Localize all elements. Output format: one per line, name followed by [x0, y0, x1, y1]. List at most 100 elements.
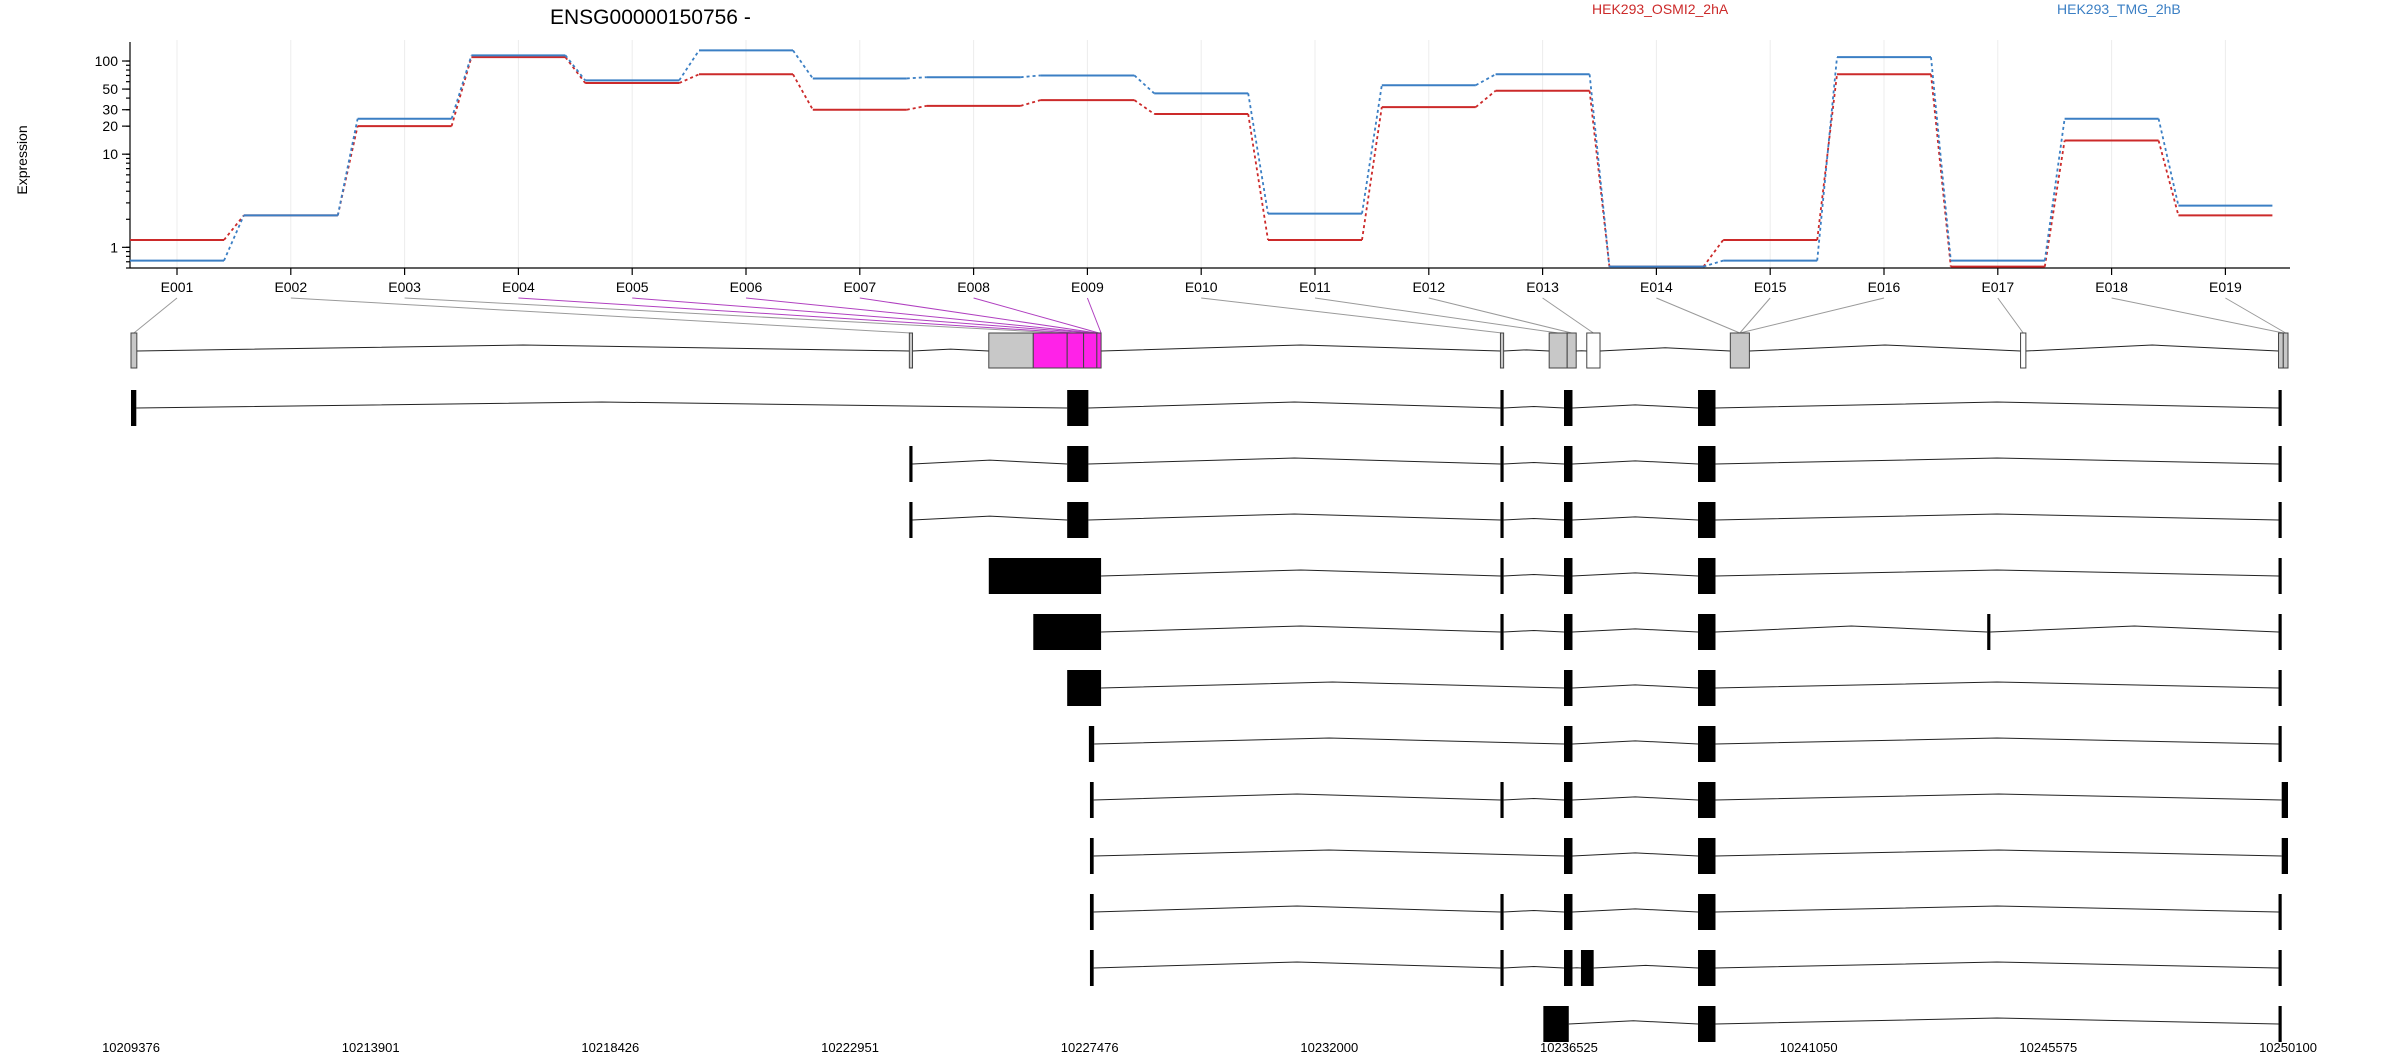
y-tick-label: 10: [102, 146, 118, 162]
exon-label: E017: [1981, 279, 2014, 295]
coordinate-label: 10222951: [821, 1040, 879, 1055]
transcript-exon: [1698, 894, 1716, 930]
intron-line: [1503, 573, 1565, 577]
exon-box: [1566, 332, 1577, 369]
exon-label: E012: [1412, 279, 1445, 295]
chart-title: ENSG00000150756 -: [550, 6, 751, 29]
transcript-exon: [1698, 670, 1716, 706]
transcript-exon: [1500, 614, 1504, 650]
series-connector: [1020, 74, 1041, 79]
grid-lines: [176, 40, 2226, 268]
exon-box: [1066, 332, 1085, 369]
intron-line: [1101, 625, 1501, 633]
intron-line: [1093, 793, 1501, 801]
exon-connector: [1201, 297, 1503, 334]
transcript-exon: [1500, 950, 1504, 986]
transcript-exon: [1089, 894, 1094, 930]
genomic-coordinate-axis: 10209376 10213901 10218426 10222951 10227476…: [102, 1040, 2317, 1055]
exon-connector: [1086, 297, 1102, 334]
transcript-exon: [2278, 726, 2282, 762]
exon-label: E019: [2209, 279, 2242, 295]
exon-label: E008: [957, 279, 990, 295]
intron-line: [1715, 849, 2282, 857]
transcript-exon: [2278, 614, 2282, 650]
intron-line: [912, 459, 1068, 465]
coordinate-label: 10241050: [1780, 1040, 1838, 1055]
transcript-exon: [1580, 950, 1594, 986]
transcript-exon: [1500, 558, 1504, 594]
intron-line: [1599, 347, 1731, 352]
intron-line: [1101, 681, 1565, 689]
transcript-tracks: [131, 390, 2288, 1042]
intron-line: [1572, 460, 1699, 465]
coordinate-label: 10232000: [1300, 1040, 1358, 1055]
transcript-6: [1067, 670, 2282, 706]
intron-line: [1572, 404, 1699, 409]
intron-line: [1503, 461, 1565, 465]
y-tick-label: 50: [102, 81, 118, 97]
transcript-exon: [1698, 614, 1716, 650]
series-connector: [792, 73, 814, 111]
series-connector: [2157, 118, 2180, 206]
coordinate-label: 10213901: [342, 1040, 400, 1055]
intron-line: [1593, 964, 1699, 969]
exon-connector: [859, 297, 1097, 334]
intron-line: [1715, 457, 2279, 465]
transcript-exon: [1698, 1006, 1716, 1042]
transcript-exon: [2278, 670, 2282, 706]
transcript-exon: [1698, 838, 1716, 874]
series-lines: [130, 49, 2273, 268]
transcript-exon: [1987, 614, 1991, 650]
series-1: [130, 56, 2273, 268]
series-connector: [906, 76, 927, 80]
coordinate-label: 10209376: [102, 1040, 160, 1055]
intron-line: [1088, 401, 1501, 409]
intron-line: [136, 401, 1068, 409]
transcript-exon: [1500, 390, 1504, 426]
intron-line: [1093, 905, 1501, 913]
series-connector: [1020, 99, 1041, 107]
series-connector: [1247, 93, 1269, 214]
exon-label: E007: [843, 279, 876, 295]
intron-line: [1503, 405, 1565, 409]
intron-line: [1572, 740, 1699, 745]
transcript-exon: [1089, 782, 1094, 818]
legend-entry-osmi2: HEK293_OSMI2_2hA: [1592, 1, 1729, 17]
intron-line: [1715, 569, 2279, 577]
transcript-exon: [1088, 726, 1095, 762]
intron-line: [1093, 849, 1565, 857]
coordinate-label: 10227476: [1061, 1040, 1119, 1055]
series-connector: [223, 214, 245, 241]
exon-connector: [1656, 297, 1741, 334]
series-connector: [1930, 74, 1952, 267]
series-connector: [1361, 106, 1383, 241]
series-connector: [450, 56, 473, 127]
exon-box: [2282, 332, 2289, 369]
transcript-2: [909, 446, 2282, 482]
intron-line: [1715, 961, 2279, 969]
intron-line: [1990, 625, 2279, 633]
legend-entry-tmg: HEK293_TMG_2hB: [2057, 1, 2181, 17]
exon-box: [988, 332, 1034, 369]
intron-line: [1503, 517, 1565, 521]
exon-label: E014: [1640, 279, 1673, 295]
exon-connector: [973, 297, 1100, 334]
intron-line: [1101, 344, 1501, 352]
transcript-exon: [1067, 502, 1089, 538]
transcript-exon: [1089, 950, 1094, 986]
exon-connector: [290, 297, 911, 334]
transcript-exon: [1067, 670, 1102, 706]
transcript-exon: [909, 502, 913, 538]
transcript-exon: [2278, 558, 2282, 594]
intron-line: [1715, 905, 2279, 913]
transcript-12: [1543, 1006, 2282, 1042]
transcript-exon: [1564, 390, 1573, 426]
transcript-exon: [1698, 502, 1716, 538]
intron-line: [1715, 625, 1988, 633]
exon-connector: [518, 297, 1076, 334]
exon-box: [1499, 332, 1505, 369]
intron-line: [2025, 344, 2279, 352]
series-connector: [678, 73, 700, 84]
y-tick-label: 30: [102, 102, 118, 118]
